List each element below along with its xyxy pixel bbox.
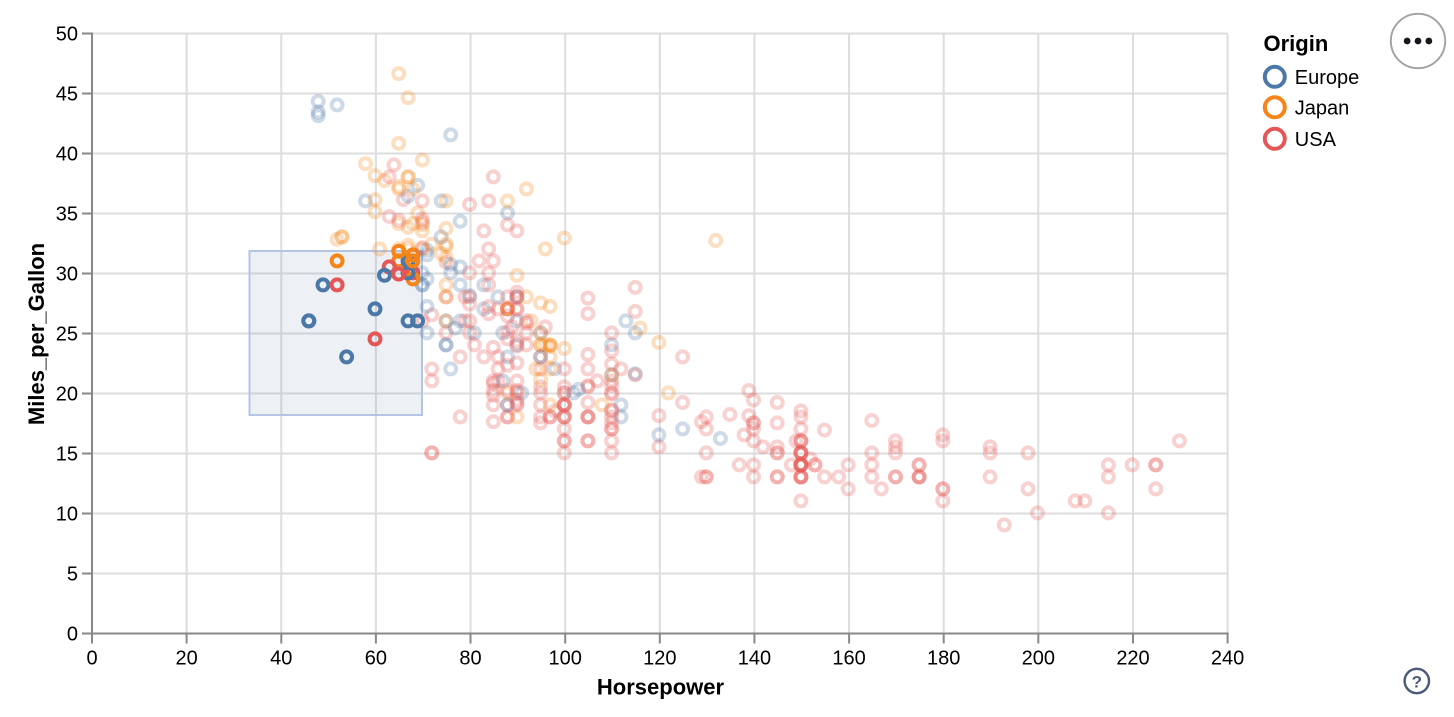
svg-text:USA: USA	[1295, 129, 1337, 151]
svg-text:25: 25	[56, 324, 78, 346]
svg-text:160: 160	[832, 648, 865, 670]
svg-text:240: 240	[1211, 648, 1244, 670]
svg-text:20: 20	[175, 648, 197, 670]
svg-text:40: 40	[270, 648, 292, 670]
svg-text:15: 15	[56, 444, 78, 466]
svg-text:5: 5	[67, 564, 78, 586]
svg-text:0: 0	[86, 648, 97, 670]
svg-text:180: 180	[927, 648, 960, 670]
svg-text:Origin: Origin	[1264, 31, 1329, 56]
svg-text:0: 0	[67, 624, 78, 646]
svg-text:Japan: Japan	[1295, 97, 1350, 119]
svg-text:120: 120	[643, 648, 676, 670]
svg-text:200: 200	[1022, 648, 1055, 670]
svg-text:30: 30	[56, 264, 78, 286]
svg-text:20: 20	[56, 384, 78, 406]
svg-text:10: 10	[56, 504, 78, 526]
svg-text:35: 35	[56, 204, 78, 226]
svg-text:60: 60	[365, 648, 387, 670]
svg-text:Europe: Europe	[1295, 67, 1360, 89]
svg-text:140: 140	[738, 648, 771, 670]
svg-text:50: 50	[56, 24, 78, 46]
svg-text:?: ?	[1412, 672, 1422, 691]
svg-text:40: 40	[56, 144, 78, 166]
svg-text:Horsepower: Horsepower	[597, 674, 725, 699]
svg-text:Miles_per_Gallon: Miles_per_Gallon	[24, 243, 49, 425]
svg-text:80: 80	[459, 648, 481, 670]
svg-text:45: 45	[56, 84, 78, 106]
svg-text:220: 220	[1116, 648, 1149, 670]
svg-text:100: 100	[549, 648, 582, 670]
